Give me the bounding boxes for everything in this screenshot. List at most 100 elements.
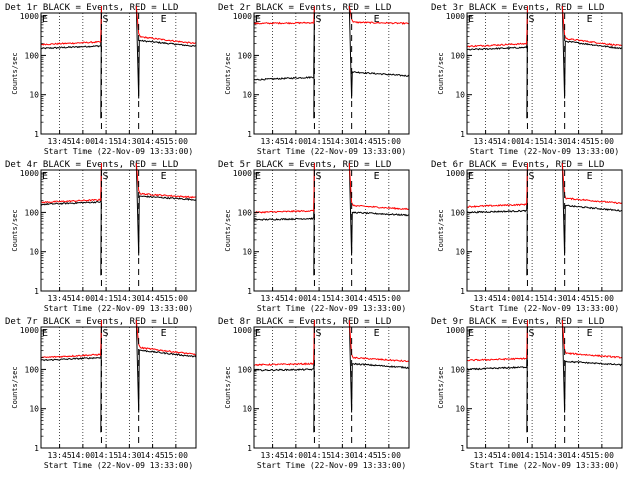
- lld-series-post: [561, 6, 623, 46]
- y-tick-label: 10: [455, 248, 465, 257]
- events-series-post: [135, 163, 197, 256]
- y-tick-label: 100: [238, 208, 253, 217]
- y-tick-label: 1000: [446, 326, 465, 335]
- x-tick-label: 14:15: [520, 451, 544, 460]
- y-tick-label: 1: [247, 130, 252, 139]
- x-tick-label: 15:00: [590, 294, 614, 303]
- x-tick-label: 14:45: [354, 451, 378, 460]
- x-tick-label: 14:00: [497, 294, 521, 303]
- x-tick-label: 14:30: [117, 451, 141, 460]
- events-series-post: [561, 6, 623, 99]
- y-tick-label: 10: [242, 91, 252, 100]
- y-axis-label: Counts/sec: [224, 366, 232, 408]
- x-tick-label: 14:00: [284, 451, 308, 460]
- lld-series-pre: [253, 6, 315, 25]
- marker-label-E-left: E: [42, 14, 48, 25]
- x-tick-label: 14:00: [71, 137, 95, 146]
- events-series-post: [135, 6, 197, 99]
- x-tick-label: 14:00: [497, 137, 521, 146]
- x-tick-label: 14:00: [71, 294, 95, 303]
- x-tick-label: 14:45: [567, 451, 591, 460]
- x-axis-label: Start Time (22-Nov-09 13:33:00): [44, 461, 193, 470]
- events-series-post: [561, 163, 623, 256]
- events-series-post: [135, 320, 197, 413]
- chart-title: Det 9r BLACK = Events, RED = LLD: [431, 317, 604, 327]
- y-tick-label: 100: [25, 365, 40, 374]
- x-tick-label: 14:30: [330, 294, 354, 303]
- x-tick-label: 13:45: [261, 137, 285, 146]
- x-tick-label: 14:15: [307, 137, 331, 146]
- x-axis-label: Start Time (22-Nov-09 13:33:00): [257, 147, 406, 156]
- x-tick-label: 13:45: [261, 294, 285, 303]
- y-tick-label: 1: [247, 444, 252, 453]
- lld-series-pre: [466, 6, 528, 48]
- y-tick-label: 1: [460, 444, 465, 453]
- events-series-post: [348, 320, 409, 413]
- lld-series-post: [348, 163, 410, 211]
- lld-series-post: [348, 6, 410, 25]
- marker-label-E: E: [587, 14, 593, 25]
- y-tick-label: 1: [247, 287, 252, 296]
- y-tick-label: 100: [238, 365, 253, 374]
- x-tick-label: 14:15: [307, 294, 331, 303]
- x-tick-label: 14:15: [94, 451, 118, 460]
- plot-frame: [40, 12, 197, 135]
- x-tick-label: 14:15: [520, 294, 544, 303]
- lld-series-pre: [466, 320, 528, 362]
- plot-frame: [466, 12, 623, 135]
- events-series-pre: [466, 320, 528, 433]
- plot-frame: [40, 169, 197, 292]
- marker-label-E: E: [587, 328, 593, 339]
- x-tick-label: 13:45: [474, 137, 498, 146]
- plot-frame: [253, 169, 410, 292]
- x-tick-label: 14:15: [520, 137, 544, 146]
- y-tick-label: 10: [242, 248, 252, 257]
- events-series-pre: [466, 6, 528, 119]
- lld-series-pre: [253, 320, 315, 367]
- lld-series-post: [135, 163, 197, 199]
- x-tick-label: 13:45: [261, 451, 285, 460]
- marker-label-S: S: [528, 328, 534, 339]
- y-tick-label: 10: [29, 248, 39, 257]
- x-tick-label: 14:45: [141, 294, 165, 303]
- y-tick-label: 1: [34, 287, 39, 296]
- x-tick-label: 15:00: [590, 137, 614, 146]
- marker-label-E: E: [161, 171, 167, 182]
- x-axis-label: Start Time (22-Nov-09 13:33:00): [257, 304, 406, 313]
- y-tick-label: 10: [242, 405, 252, 414]
- events-series-post: [561, 320, 623, 413]
- y-tick-label: 100: [451, 51, 466, 60]
- marker-label-E: E: [374, 328, 380, 339]
- events-series-pre: [253, 163, 315, 276]
- marker-label-S: S: [102, 328, 108, 339]
- y-axis-label: Counts/sec: [11, 366, 19, 408]
- lld-series-pre: [253, 163, 315, 214]
- chart-title: Det 3r BLACK = Events, RED = LLD: [431, 3, 604, 13]
- x-tick-label: 14:45: [354, 294, 378, 303]
- y-tick-label: 1000: [233, 326, 252, 335]
- x-tick-label: 14:15: [94, 294, 118, 303]
- y-tick-label: 1000: [446, 12, 465, 21]
- marker-label-S: S: [102, 171, 108, 182]
- chart-title: Det 6r BLACK = Events, RED = LLD: [431, 160, 604, 170]
- y-axis-label: Counts/sec: [437, 52, 445, 94]
- x-tick-label: 15:00: [164, 451, 188, 460]
- plot-frame: [253, 326, 410, 449]
- y-tick-label: 1000: [20, 12, 39, 21]
- lld-series-pre: [466, 163, 528, 208]
- x-tick-label: 14:00: [284, 137, 308, 146]
- x-axis-label: Start Time (22-Nov-09 13:33:00): [470, 461, 619, 470]
- x-tick-label: 15:00: [377, 294, 401, 303]
- chart-title: Det 1r BLACK = Events, RED = LLD: [5, 3, 178, 13]
- x-tick-label: 13:45: [474, 294, 498, 303]
- y-tick-label: 10: [455, 91, 465, 100]
- x-tick-label: 14:15: [307, 451, 331, 460]
- y-tick-label: 1: [460, 130, 465, 139]
- y-tick-label: 1000: [20, 326, 39, 335]
